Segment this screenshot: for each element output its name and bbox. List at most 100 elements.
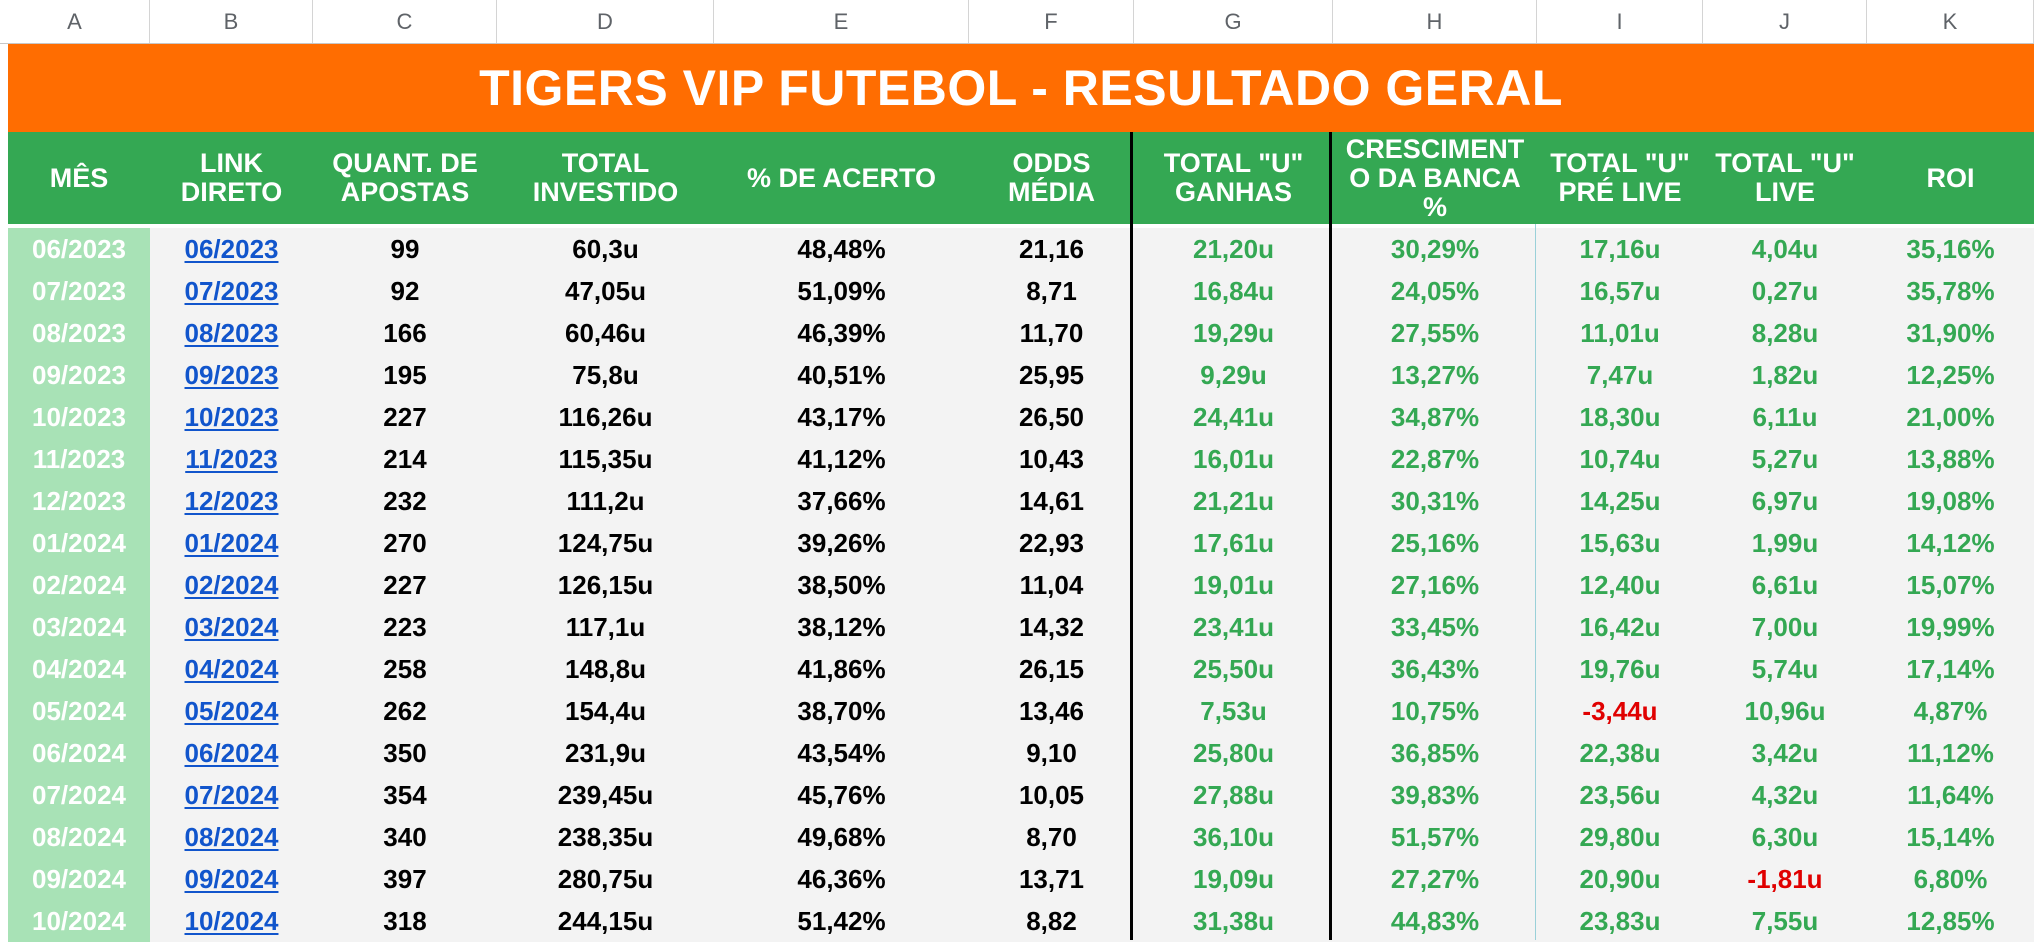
cell-mes[interactable]: 07/2024 (8, 774, 150, 816)
cell-crescimento[interactable]: 27,55% (1333, 312, 1537, 354)
cell-investido[interactable]: 60,3u (497, 228, 714, 270)
cell-quant[interactable]: 318 (313, 900, 497, 942)
cell-roi[interactable]: 35,16% (1867, 228, 2034, 270)
header-cell-link[interactable]: LINK DIRETO (180, 148, 283, 207)
header-cell-ganhas[interactable]: TOTAL "U" GANHAS (1163, 148, 1304, 207)
cell-roi[interactable]: 31,90% (1867, 312, 2034, 354)
cell-roi[interactable]: 35,78% (1867, 270, 2034, 312)
month-link[interactable]: 05/2024 (150, 690, 313, 732)
cell-investido[interactable]: 117,1u (497, 606, 714, 648)
cell-quant[interactable]: 270 (313, 522, 497, 564)
header-cell-prelive[interactable]: TOTAL "U" PRÉ LIVE (1550, 148, 1690, 207)
cell-roi[interactable]: 11,12% (1867, 732, 2034, 774)
cell-ganhas[interactable]: 17,61u (1134, 522, 1333, 564)
column-letter-d[interactable]: D (497, 0, 714, 43)
cell-prelive[interactable]: 16,57u (1537, 270, 1703, 312)
cell-ganhas[interactable]: 25,80u (1134, 732, 1333, 774)
header-cell-odds[interactable]: ODDS MÉDIA (1008, 148, 1095, 207)
cell-odds[interactable]: 11,70 (969, 312, 1134, 354)
month-link[interactable]: 09/2023 (150, 354, 313, 396)
header-cell-live[interactable]: TOTAL "U" LIVE (1715, 148, 1855, 207)
cell-ganhas[interactable]: 36,10u (1134, 816, 1333, 858)
cell-ganhas[interactable]: 23,41u (1134, 606, 1333, 648)
cell-mes[interactable]: 08/2024 (8, 816, 150, 858)
cell-acerto[interactable]: 46,39% (714, 312, 969, 354)
cell-roi[interactable]: 17,14% (1867, 648, 2034, 690)
cell-acerto[interactable]: 41,12% (714, 438, 969, 480)
cell-quant[interactable]: 340 (313, 816, 497, 858)
column-letter-a[interactable]: A (0, 0, 150, 43)
header-cell-quant[interactable]: QUANT. DE APOSTAS (332, 148, 478, 207)
cell-crescimento[interactable]: 25,16% (1333, 522, 1537, 564)
cell-live[interactable]: 1,99u (1703, 522, 1867, 564)
cell-live[interactable]: 10,96u (1703, 690, 1867, 732)
cell-prelive[interactable]: 29,80u (1537, 816, 1703, 858)
cell-acerto[interactable]: 39,26% (714, 522, 969, 564)
column-letter-f[interactable]: F (969, 0, 1134, 43)
cell-acerto[interactable]: 46,36% (714, 858, 969, 900)
cell-investido[interactable]: 75,8u (497, 354, 714, 396)
cell-mes[interactable]: 09/2023 (8, 354, 150, 396)
cell-crescimento[interactable]: 27,16% (1333, 564, 1537, 606)
month-link[interactable]: 11/2023 (150, 438, 313, 480)
cell-investido[interactable]: 47,05u (497, 270, 714, 312)
cell-mes[interactable]: 05/2024 (8, 690, 150, 732)
cell-mes[interactable]: 10/2023 (8, 396, 150, 438)
cell-mes[interactable]: 02/2024 (8, 564, 150, 606)
cell-mes[interactable]: 04/2024 (8, 648, 150, 690)
cell-ganhas[interactable]: 16,01u (1134, 438, 1333, 480)
cell-roi[interactable]: 19,99% (1867, 606, 2034, 648)
cell-prelive[interactable]: 23,83u (1537, 900, 1703, 942)
cell-quant[interactable]: 258 (313, 648, 497, 690)
cell-mes[interactable]: 09/2024 (8, 858, 150, 900)
cell-prelive[interactable]: 22,38u (1537, 732, 1703, 774)
cell-roi[interactable]: 15,14% (1867, 816, 2034, 858)
cell-prelive[interactable]: 14,25u (1537, 480, 1703, 522)
banner-title[interactable]: TIGERS VIP FUTEBOL - RESULTADO GERAL (8, 44, 2034, 132)
cell-odds[interactable]: 14,61 (969, 480, 1134, 522)
cell-roi[interactable]: 14,12% (1867, 522, 2034, 564)
cell-roi[interactable]: 12,25% (1867, 354, 2034, 396)
cell-odds[interactable]: 26,50 (969, 396, 1134, 438)
header-cell-roi[interactable]: ROI (1926, 162, 1975, 193)
cell-crescimento[interactable]: 27,27% (1333, 858, 1537, 900)
cell-mes[interactable]: 12/2023 (8, 480, 150, 522)
cell-acerto[interactable]: 48,48% (714, 228, 969, 270)
month-link[interactable]: 03/2024 (150, 606, 313, 648)
cell-quant[interactable]: 195 (313, 354, 497, 396)
month-link[interactable]: 09/2024 (150, 858, 313, 900)
cell-quant[interactable]: 227 (313, 564, 497, 606)
cell-prelive[interactable]: -3,44u (1537, 690, 1703, 732)
month-link[interactable]: 04/2024 (150, 648, 313, 690)
cell-roi[interactable]: 6,80% (1867, 858, 2034, 900)
cell-live[interactable]: 8,28u (1703, 312, 1867, 354)
cell-quant[interactable]: 99 (313, 228, 497, 270)
cell-quant[interactable]: 354 (313, 774, 497, 816)
cell-quant[interactable]: 214 (313, 438, 497, 480)
cell-mes[interactable]: 03/2024 (8, 606, 150, 648)
cell-acerto[interactable]: 51,09% (714, 270, 969, 312)
cell-quant[interactable]: 350 (313, 732, 497, 774)
cell-ganhas[interactable]: 24,41u (1134, 396, 1333, 438)
cell-acerto[interactable]: 38,12% (714, 606, 969, 648)
cell-prelive[interactable]: 23,56u (1537, 774, 1703, 816)
cell-ganhas[interactable]: 21,20u (1134, 228, 1333, 270)
cell-ganhas[interactable]: 21,21u (1134, 480, 1333, 522)
cell-crescimento[interactable]: 51,57% (1333, 816, 1537, 858)
cell-quant[interactable]: 92 (313, 270, 497, 312)
cell-live[interactable]: 5,27u (1703, 438, 1867, 480)
header-cell-acerto[interactable]: % DE ACERTO (746, 162, 937, 193)
cell-live[interactable]: 5,74u (1703, 648, 1867, 690)
column-letter-i[interactable]: I (1537, 0, 1703, 43)
cell-crescimento[interactable]: 24,05% (1333, 270, 1537, 312)
cell-prelive[interactable]: 20,90u (1537, 858, 1703, 900)
cell-live[interactable]: 7,00u (1703, 606, 1867, 648)
cell-quant[interactable]: 262 (313, 690, 497, 732)
cell-investido[interactable]: 60,46u (497, 312, 714, 354)
cell-mes[interactable]: 10/2024 (8, 900, 150, 942)
cell-acerto[interactable]: 45,76% (714, 774, 969, 816)
cell-investido[interactable]: 148,8u (497, 648, 714, 690)
cell-roi[interactable]: 15,07% (1867, 564, 2034, 606)
cell-odds[interactable]: 8,71 (969, 270, 1134, 312)
cell-acerto[interactable]: 43,54% (714, 732, 969, 774)
